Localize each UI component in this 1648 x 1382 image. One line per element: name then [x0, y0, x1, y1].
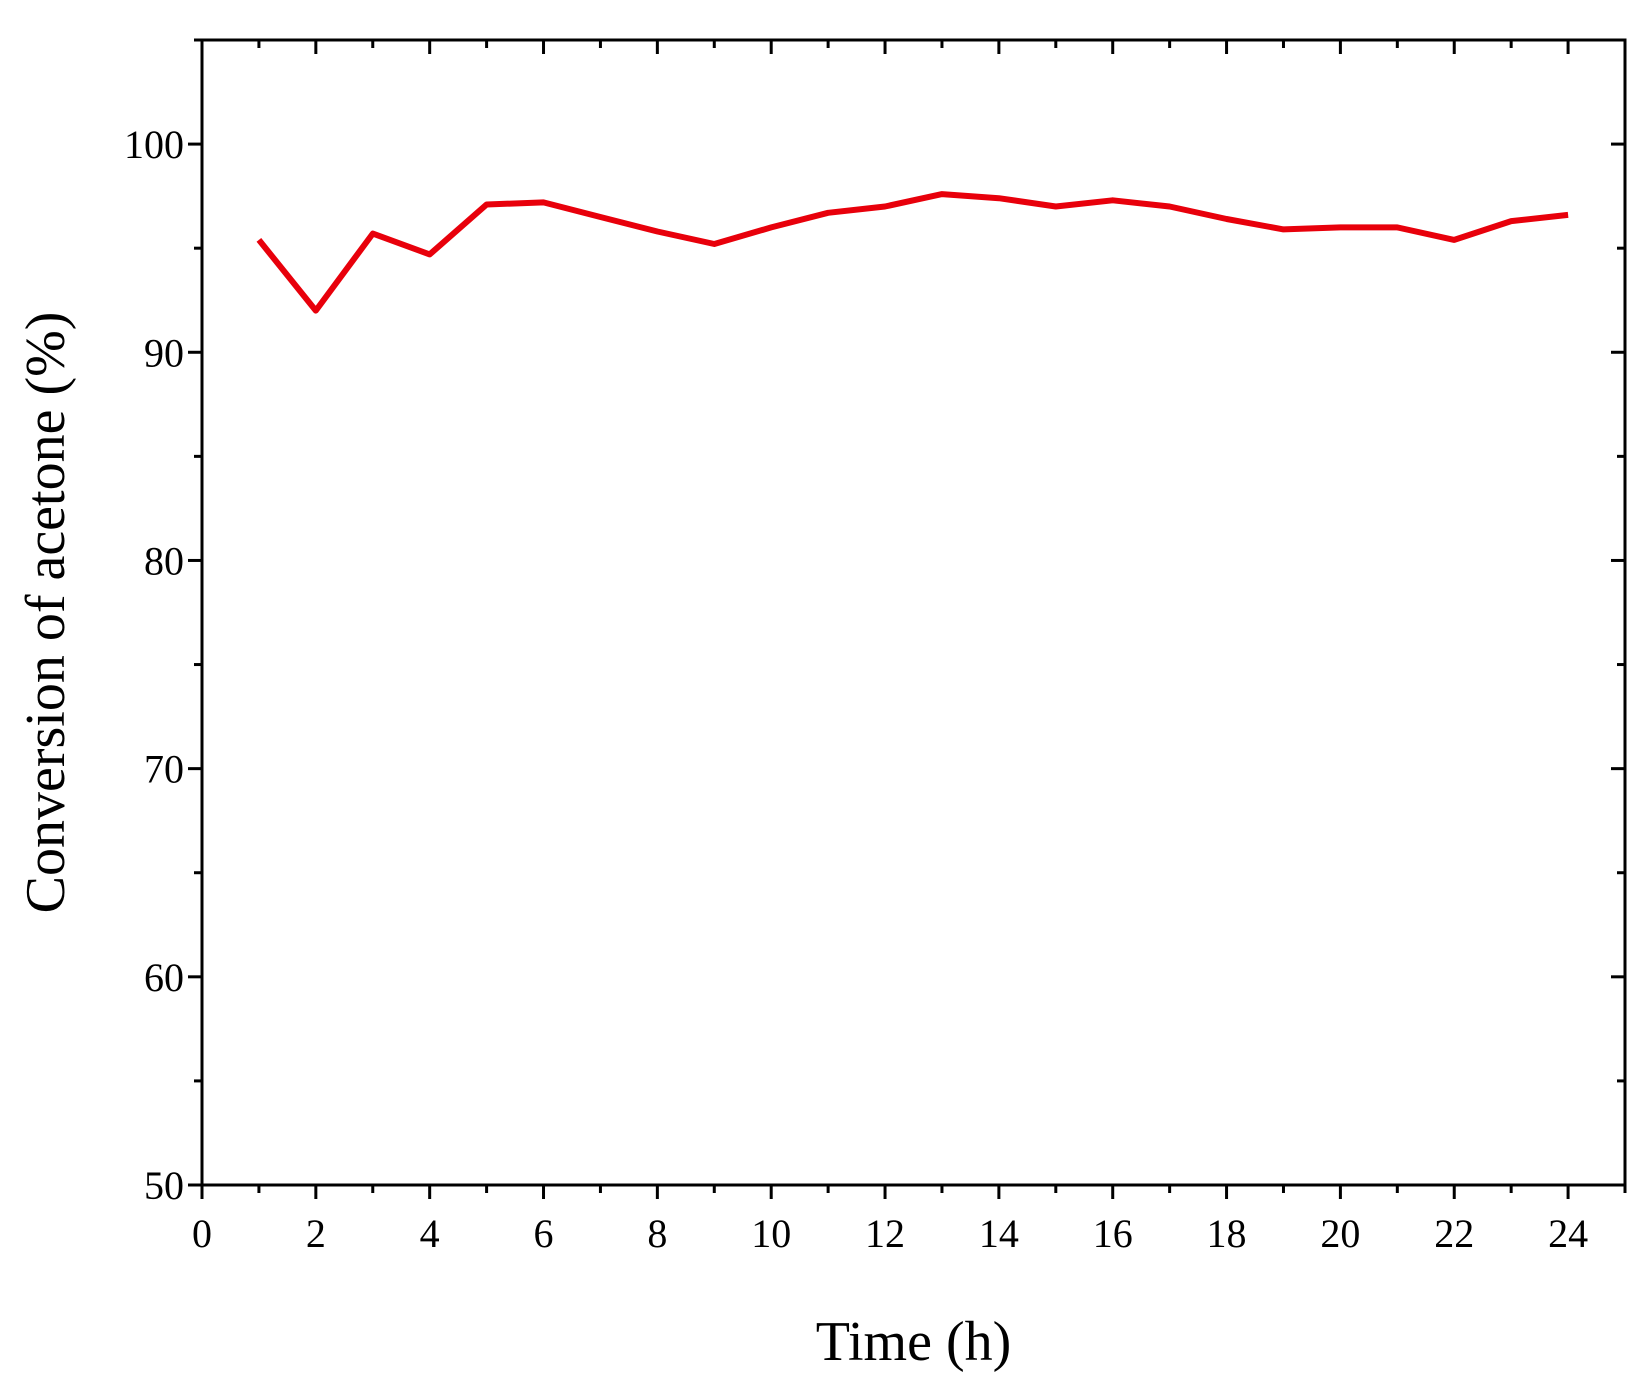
- x-tick-label: 8: [647, 1211, 667, 1256]
- y-tick-label: 60: [144, 955, 184, 1000]
- y-tick-label: 100: [124, 122, 184, 167]
- y-tick-label: 50: [144, 1163, 184, 1208]
- x-tick-label: 6: [534, 1211, 554, 1256]
- x-tick-label: 0: [192, 1211, 212, 1256]
- x-tick-label: 16: [1093, 1211, 1133, 1256]
- y-tick-label: 80: [144, 538, 184, 583]
- x-tick-label: 22: [1434, 1211, 1474, 1256]
- y-tick-label: 70: [144, 747, 184, 792]
- series-line: [256, 191, 1569, 314]
- x-tick-label: 2: [306, 1211, 326, 1256]
- series-layer: [256, 191, 1569, 314]
- x-tick-label: 18: [1207, 1211, 1247, 1256]
- x-axis-title: Time (h): [816, 1311, 1012, 1373]
- plot-frame: [200, 38, 1627, 1187]
- x-tick-label: 24: [1548, 1211, 1588, 1256]
- x-tick-label: 4: [420, 1211, 440, 1256]
- x-tick-label: 10: [751, 1211, 791, 1256]
- y-tick-label: 90: [144, 330, 184, 375]
- ticks-layer: [188, 38, 1627, 1199]
- y-axis-title: Conversion of acetone (%): [15, 312, 77, 914]
- x-tick-label: 14: [979, 1211, 1019, 1256]
- x-tick-label: 12: [865, 1211, 905, 1256]
- x-tick-label: 20: [1320, 1211, 1360, 1256]
